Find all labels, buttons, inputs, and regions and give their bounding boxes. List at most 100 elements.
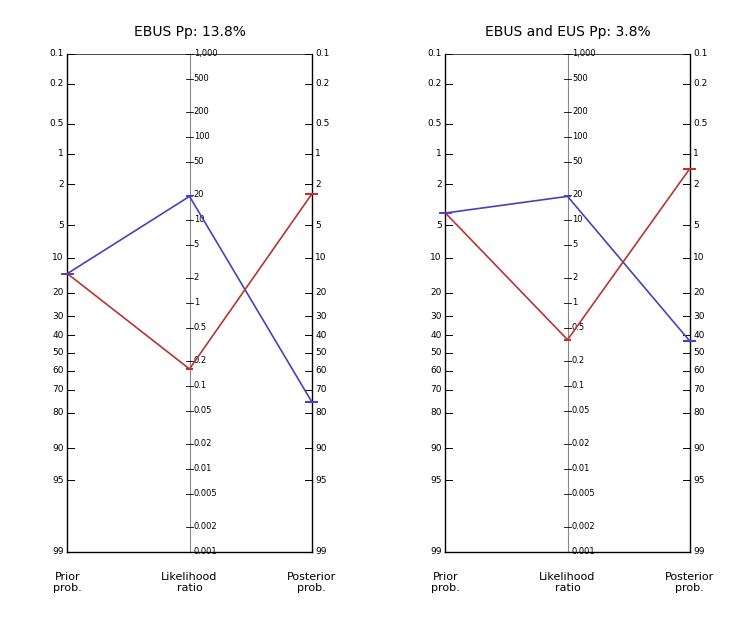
Text: 60: 60 [315,366,326,375]
Text: 80: 80 [693,408,705,418]
Text: 10: 10 [194,216,204,224]
Text: Posterior
prob.: Posterior prob. [287,572,337,594]
Text: 30: 30 [52,312,64,321]
Text: 99: 99 [693,547,705,556]
Text: 0.1: 0.1 [572,381,585,391]
Text: 0.05: 0.05 [194,406,212,416]
Text: 0.2: 0.2 [693,80,707,88]
Text: 1: 1 [194,298,199,307]
Text: 5: 5 [58,221,64,230]
Text: 0.2: 0.2 [315,80,329,88]
Text: 20: 20 [52,288,64,297]
Text: 5: 5 [693,221,699,230]
Text: 95: 95 [315,476,326,485]
Text: 0.2: 0.2 [50,80,64,88]
Text: 30: 30 [693,312,705,321]
Text: 2: 2 [194,273,199,282]
Text: 40: 40 [431,331,442,340]
Text: 5: 5 [436,221,442,230]
Text: 5: 5 [572,240,577,250]
Text: 20: 20 [693,288,705,297]
Text: 50: 50 [194,157,204,166]
Title: EBUS and EUS Pp: 3.8%: EBUS and EUS Pp: 3.8% [485,24,650,38]
Text: 1: 1 [436,149,442,159]
Text: 0.001: 0.001 [572,547,595,556]
Text: 70: 70 [693,385,705,394]
Text: 0.5: 0.5 [693,119,708,128]
Text: 0.1: 0.1 [693,50,708,58]
Text: 50: 50 [52,349,64,357]
Text: 0.002: 0.002 [194,522,218,532]
Text: 90: 90 [315,443,326,453]
Text: 0.02: 0.02 [572,440,590,448]
Text: 0.5: 0.5 [194,324,207,332]
Text: 0.001: 0.001 [194,547,218,556]
Text: 10: 10 [52,253,64,262]
Text: 30: 30 [315,312,326,321]
Text: Prior
prob.: Prior prob. [431,572,460,594]
Text: 40: 40 [52,331,64,340]
Text: 0.005: 0.005 [194,490,218,498]
Text: Prior
prob.: Prior prob. [53,572,82,594]
Text: 50: 50 [572,157,582,166]
Text: 0.01: 0.01 [572,465,590,473]
Text: 40: 40 [315,331,326,340]
Text: 30: 30 [431,312,442,321]
Text: 1,000: 1,000 [572,50,595,58]
Text: 70: 70 [315,385,326,394]
Text: 200: 200 [572,107,588,117]
Text: 0.1: 0.1 [315,50,329,58]
Text: 0.1: 0.1 [428,50,442,58]
Text: 2: 2 [315,180,320,189]
Text: 95: 95 [431,476,442,485]
Text: 0.5: 0.5 [49,119,64,128]
Text: 1: 1 [315,149,321,159]
Text: 5: 5 [194,240,199,250]
Text: 99: 99 [52,547,64,556]
Text: 0.01: 0.01 [194,465,212,473]
Text: 0.005: 0.005 [572,490,595,498]
Text: 95: 95 [693,476,705,485]
Text: 10: 10 [315,253,326,262]
Text: 0.05: 0.05 [572,406,590,416]
Text: 20: 20 [315,288,326,297]
Text: 60: 60 [431,366,442,375]
Text: 50: 50 [315,349,326,357]
Text: 20: 20 [572,191,582,199]
Text: 0.02: 0.02 [194,440,212,448]
Text: 2: 2 [693,180,699,189]
Text: 60: 60 [52,366,64,375]
Text: 0.002: 0.002 [572,522,595,532]
Text: 20: 20 [431,288,442,297]
Text: 20: 20 [194,191,204,199]
Text: 0.2: 0.2 [428,80,442,88]
Text: 95: 95 [52,476,64,485]
Text: 90: 90 [52,443,64,453]
Text: 1: 1 [58,149,64,159]
Text: 80: 80 [431,408,442,418]
Text: 2: 2 [437,180,442,189]
Text: 80: 80 [52,408,64,418]
Text: 50: 50 [693,349,705,357]
Text: Likelihood
ratio: Likelihood ratio [539,572,596,594]
Text: 50: 50 [431,349,442,357]
Text: Posterior
prob.: Posterior prob. [665,572,714,594]
Text: 0.2: 0.2 [572,356,585,366]
Text: 500: 500 [572,75,588,83]
Text: 99: 99 [315,547,326,556]
Text: 10: 10 [572,216,582,224]
Text: 1: 1 [693,149,699,159]
Text: 70: 70 [52,385,64,394]
Text: 0.2: 0.2 [194,356,207,366]
Text: 99: 99 [431,547,442,556]
Text: 0.5: 0.5 [315,119,329,128]
Text: 1: 1 [572,298,577,307]
Text: 5: 5 [315,221,321,230]
Text: 500: 500 [194,75,209,83]
Text: 10: 10 [693,253,705,262]
Text: 80: 80 [315,408,326,418]
Text: 100: 100 [194,132,209,141]
Text: 0.1: 0.1 [194,381,207,391]
Text: 2: 2 [58,180,64,189]
Text: 90: 90 [693,443,705,453]
